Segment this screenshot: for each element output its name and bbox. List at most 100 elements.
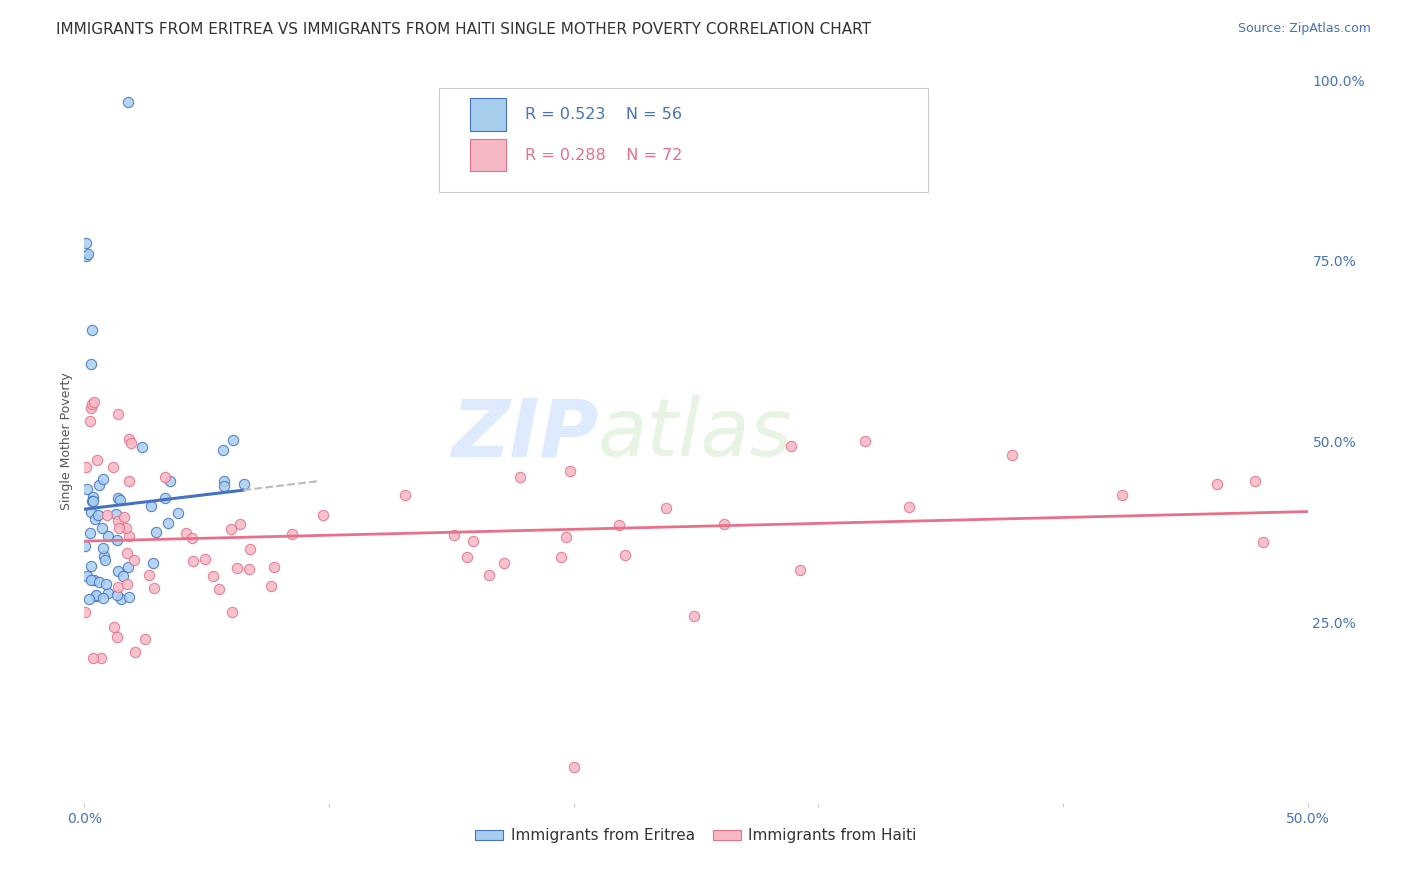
Immigrants from Haiti — [134, 632, 156, 647]
Immigrants from Haiti — [562, 760, 585, 774]
Immigrants from Haiti — [1001, 449, 1024, 463]
Immigrants from Haiti — [280, 527, 302, 541]
FancyBboxPatch shape — [439, 87, 928, 193]
Immigrants from Eritrea — [80, 323, 103, 337]
Immigrants from Haiti — [607, 518, 630, 533]
Immigrants from Haiti — [509, 469, 531, 483]
Immigrants from Eritrea — [108, 492, 131, 507]
Immigrants from Haiti — [613, 549, 636, 563]
Immigrants from Eritrea — [145, 525, 167, 540]
Immigrants from Eritrea — [83, 573, 105, 587]
Immigrants from Eritrea — [80, 558, 103, 573]
Immigrants from Haiti — [683, 608, 706, 623]
Immigrants from Haiti — [80, 397, 103, 411]
Immigrants from Eritrea — [159, 474, 181, 488]
Immigrants from Eritrea — [73, 539, 96, 553]
Immigrants from Haiti — [155, 469, 177, 483]
Immigrants from Eritrea — [212, 474, 235, 488]
Immigrants from Eritrea — [82, 494, 104, 508]
Immigrants from Haiti — [193, 552, 215, 566]
Immigrants from Haiti — [208, 582, 231, 596]
Immigrants from Haiti — [789, 563, 811, 577]
Immigrants from Eritrea — [75, 249, 97, 263]
Immigrants from Haiti — [124, 645, 146, 659]
Immigrants from Eritrea — [89, 575, 111, 590]
Immigrants from Haiti — [86, 452, 108, 467]
Immigrants from Eritrea — [117, 560, 139, 574]
Immigrants from Haiti — [226, 561, 249, 575]
Immigrants from Haiti — [79, 414, 101, 428]
Immigrants from Eritrea — [75, 235, 97, 250]
Immigrants from Haiti — [115, 577, 138, 591]
Immigrants from Eritrea — [233, 476, 256, 491]
Immigrants from Eritrea — [212, 479, 235, 493]
Immigrants from Haiti — [492, 556, 515, 570]
Immigrants from Haiti — [780, 439, 803, 453]
Text: Source: ZipAtlas.com: Source: ZipAtlas.com — [1237, 22, 1371, 36]
Immigrants from Eritrea — [84, 588, 107, 602]
Immigrants from Haiti — [560, 464, 582, 478]
Immigrants from Haiti — [80, 401, 103, 415]
Immigrants from Haiti — [219, 522, 242, 536]
Immigrants from Eritrea — [76, 569, 98, 583]
Immigrants from Haiti — [90, 651, 112, 665]
Immigrants from Haiti — [117, 546, 139, 560]
Immigrants from Eritrea — [82, 490, 104, 504]
Immigrants from Haiti — [75, 460, 97, 475]
Immigrants from Eritrea — [97, 529, 120, 543]
Immigrants from Haiti — [96, 508, 118, 522]
Immigrants from Eritrea — [118, 590, 141, 604]
Immigrants from Haiti — [75, 606, 97, 620]
Immigrants from Haiti — [259, 579, 281, 593]
Text: IMMIGRANTS FROM ERITREA VS IMMIGRANTS FROM HAITI SINGLE MOTHER POVERTY CORRELATI: IMMIGRANTS FROM ERITREA VS IMMIGRANTS FR… — [56, 22, 872, 37]
Immigrants from Eritrea — [94, 577, 117, 591]
Immigrants from Haiti — [120, 436, 142, 450]
Immigrants from Eritrea — [79, 526, 101, 541]
Immigrants from Haiti — [263, 560, 285, 574]
Immigrants from Haiti — [108, 521, 131, 535]
Immigrants from Haiti — [107, 514, 129, 528]
Immigrants from Haiti — [394, 488, 416, 502]
Immigrants from Haiti — [713, 516, 735, 531]
Immigrants from Haiti — [1111, 488, 1133, 502]
Immigrants from Haiti — [115, 521, 138, 535]
Immigrants from Eritrea — [107, 491, 129, 506]
Immigrants from Haiti — [550, 550, 572, 565]
Immigrants from Eritrea — [104, 507, 127, 521]
Immigrants from Haiti — [554, 530, 576, 544]
Immigrants from Haiti — [238, 562, 260, 576]
Immigrants from Eritrea — [84, 589, 107, 603]
Immigrants from Haiti — [107, 407, 129, 421]
Immigrants from Eritrea — [91, 521, 114, 535]
Text: ZIP: ZIP — [451, 395, 598, 474]
Bar — [470, 139, 506, 171]
Immigrants from Eritrea — [91, 591, 114, 605]
Immigrants from Eritrea — [87, 478, 110, 492]
Immigrants from Eritrea — [76, 482, 98, 496]
Immigrants from Haiti — [1251, 535, 1274, 549]
Immigrants from Eritrea — [141, 500, 163, 514]
Immigrants from Haiti — [118, 528, 141, 542]
Immigrants from Haiti — [1206, 476, 1229, 491]
Immigrants from Haiti — [229, 516, 252, 531]
Immigrants from Eritrea — [211, 442, 233, 457]
Text: R = 0.288    N = 72: R = 0.288 N = 72 — [524, 148, 682, 162]
Immigrants from Haiti — [456, 549, 478, 564]
Immigrants from Haiti — [117, 432, 139, 446]
Immigrants from Haiti — [82, 651, 104, 665]
Immigrants from Haiti — [105, 630, 128, 644]
Immigrants from Haiti — [138, 567, 160, 582]
Text: R = 0.523    N = 56: R = 0.523 N = 56 — [524, 107, 682, 122]
Immigrants from Haiti — [142, 581, 165, 595]
Immigrants from Haiti — [83, 395, 105, 409]
Text: atlas: atlas — [598, 395, 793, 474]
Immigrants from Haiti — [201, 569, 224, 583]
Immigrants from Eritrea — [79, 592, 101, 607]
Immigrants from Haiti — [118, 475, 141, 489]
Immigrants from Eritrea — [131, 440, 153, 454]
Immigrants from Haiti — [239, 541, 262, 556]
Immigrants from Haiti — [107, 580, 129, 594]
Immigrants from Eritrea — [107, 564, 129, 578]
Immigrants from Eritrea — [91, 541, 114, 555]
Immigrants from Haiti — [443, 528, 465, 542]
